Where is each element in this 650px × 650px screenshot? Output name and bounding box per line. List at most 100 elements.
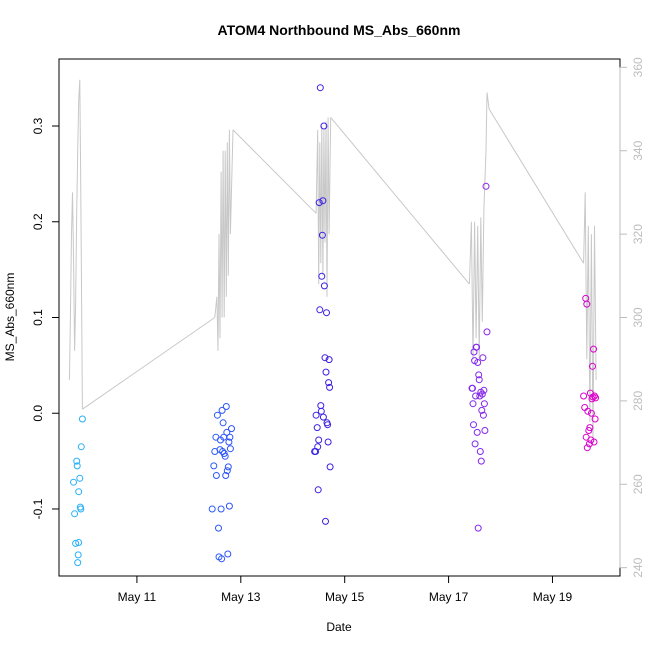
data-point <box>73 462 81 470</box>
data-point <box>480 386 488 394</box>
data-point <box>469 384 476 392</box>
data-point <box>218 406 226 414</box>
y-tick-label: -0.1 <box>31 498 45 519</box>
data-point <box>480 400 488 408</box>
plot-area <box>68 79 600 567</box>
y2-tick-label: 360 <box>631 57 645 77</box>
y-tick-label: 0.0 <box>31 405 45 422</box>
data-point <box>481 427 489 434</box>
data-point <box>228 425 235 433</box>
data-point <box>317 402 325 410</box>
data-point <box>589 362 596 370</box>
series-line-segment-4 <box>315 117 332 297</box>
data-point <box>475 371 483 379</box>
data-point <box>478 406 486 414</box>
data-point <box>77 505 85 513</box>
data-point <box>475 376 483 384</box>
data-point <box>314 443 322 451</box>
y-tick-label: 0.3 <box>31 117 45 134</box>
data-point <box>470 421 477 429</box>
data-point <box>324 421 332 429</box>
data-point <box>315 436 323 444</box>
data-point <box>224 463 232 471</box>
data-point <box>218 555 226 563</box>
data-point <box>312 411 320 419</box>
series-line-segment-1 <box>82 317 216 410</box>
x-tick-label: May 11 <box>118 590 157 604</box>
data-point <box>591 415 599 423</box>
data-point <box>224 550 232 558</box>
y-tick-label: 0.2 <box>31 213 45 230</box>
data-point <box>324 438 332 446</box>
data-point <box>583 300 591 308</box>
data-point <box>590 438 598 446</box>
data-point <box>314 486 322 494</box>
y2-tick-label: 320 <box>631 224 645 244</box>
data-point <box>581 404 589 411</box>
data-point <box>75 539 83 546</box>
data-point <box>212 472 220 479</box>
y-tick-label: 0.1 <box>31 309 45 326</box>
data-point <box>325 356 333 364</box>
data-point <box>78 415 86 423</box>
data-point <box>590 345 597 353</box>
series-line-segment-7 <box>488 108 585 264</box>
chart-title: ATOM4 Northbound MS_Abs_660nm <box>218 22 461 38</box>
y2-tick-label: 340 <box>631 140 645 160</box>
data-point <box>223 428 231 436</box>
data-point <box>482 182 490 190</box>
data-point <box>210 462 218 470</box>
series-line-segment-5 <box>330 117 470 285</box>
data-point <box>73 457 81 465</box>
data-point <box>586 424 594 432</box>
data-point <box>313 424 321 432</box>
data-point <box>477 457 485 465</box>
data-point <box>225 438 233 446</box>
data-point <box>580 392 588 400</box>
data-point <box>319 197 327 205</box>
data-point <box>321 354 329 362</box>
data-point <box>215 524 222 532</box>
data-point <box>77 443 85 451</box>
data-point <box>222 472 230 479</box>
data-point <box>325 379 333 387</box>
series-line-segment-0 <box>68 79 83 410</box>
data-point <box>71 510 79 518</box>
data-point <box>219 419 227 427</box>
data-point <box>221 452 229 460</box>
x-axis: May 11 May 13 May 15 May 17 May 19 <box>118 575 573 604</box>
data-point <box>479 354 487 362</box>
data-point <box>320 122 328 130</box>
x-tick-label: May 17 <box>429 590 469 604</box>
data-point <box>479 411 487 419</box>
x-tick-label: May 15 <box>325 590 365 604</box>
series-line-segment-6 <box>468 92 490 360</box>
y-axis: -0.1 0.0 0.1 0.2 0.3 <box>31 117 60 519</box>
data-point <box>583 444 591 452</box>
y2-tick-label: 280 <box>631 391 645 411</box>
data-point <box>217 505 225 513</box>
data-point <box>474 524 482 532</box>
data-point <box>323 309 330 317</box>
data-point <box>70 478 77 486</box>
data-point <box>226 433 234 441</box>
data-point <box>76 474 84 482</box>
y2-tick-label: 260 <box>631 474 645 494</box>
data-point <box>473 343 481 351</box>
data-point <box>318 231 326 239</box>
series-line-segment-2 <box>214 129 234 351</box>
data-point <box>322 517 329 525</box>
data-point <box>592 394 600 402</box>
data-point <box>226 445 234 453</box>
x-tick-label: May 19 <box>533 590 573 604</box>
data-point <box>320 282 328 290</box>
x-tick-label: May 13 <box>221 590 261 604</box>
data-point <box>74 559 82 567</box>
y2-axis: 240 260 280 300 320 340 360 <box>619 57 645 578</box>
y-axis-label: MS_Abs_660nm <box>3 273 17 362</box>
data-point <box>208 505 216 513</box>
data-point <box>326 383 334 391</box>
data-point <box>222 403 230 410</box>
data-point <box>483 328 491 336</box>
